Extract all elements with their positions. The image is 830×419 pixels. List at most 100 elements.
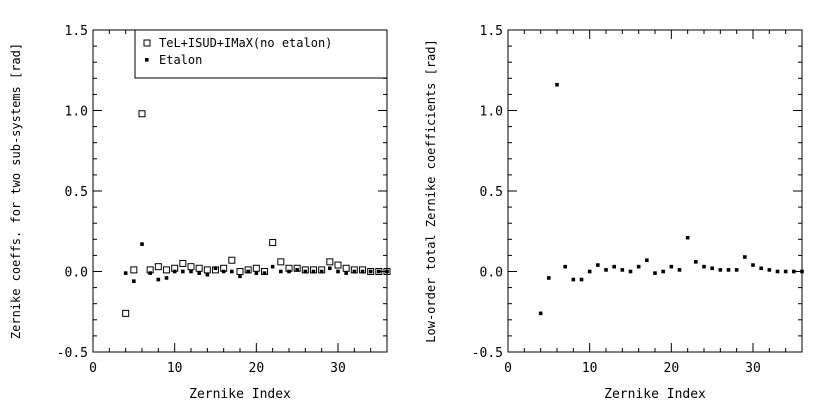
y-tick-label: -0.5: [57, 346, 88, 361]
data-point: [653, 271, 657, 275]
x-tick-label: 20: [664, 361, 680, 376]
data-point: [148, 271, 152, 275]
data-point: [375, 268, 383, 275]
data-point: [269, 239, 277, 247]
data-point: [571, 277, 576, 282]
data-point: [604, 268, 608, 272]
data-point: [726, 268, 731, 272]
data-point: [661, 269, 665, 274]
y-tick-label: 1.0: [480, 105, 503, 120]
y-axis-label: Low-order total Zernike coefficients [ra…: [424, 39, 438, 342]
data-point: [138, 110, 146, 118]
y-tick-label: 1.5: [65, 24, 88, 39]
data-point: [743, 255, 747, 259]
data-point: [230, 269, 234, 274]
data-point: [677, 268, 682, 272]
data-point: [385, 269, 389, 274]
series-2: [123, 242, 389, 283]
data-point: [596, 263, 600, 267]
data-point: [636, 264, 641, 269]
data-point: [328, 266, 332, 271]
legend-marker: [143, 39, 151, 47]
data-point: [303, 269, 308, 274]
data-point: [587, 269, 592, 274]
data-point: [342, 264, 350, 272]
data-point: [383, 268, 391, 275]
x-axis-label: Zernike Index: [189, 387, 291, 402]
data-point: [279, 269, 283, 274]
y-axis-label: Zernike coeffs. for two sub-systems [rad…: [9, 43, 23, 339]
data-point: [775, 269, 780, 274]
data-point: [767, 268, 772, 272]
data-point: [334, 261, 342, 269]
data-point: [702, 264, 706, 269]
data-point: [123, 271, 128, 275]
data-point: [751, 263, 755, 267]
data-point: [189, 269, 193, 274]
data-point: [213, 266, 218, 271]
legend: TeL+ISUD+IMaX(no etalon) Etalon: [134, 29, 388, 79]
data-point: [377, 269, 381, 274]
data-point: [645, 258, 649, 263]
data-point: [326, 258, 334, 266]
data-point: [156, 277, 161, 282]
data-point: [154, 263, 162, 271]
data-point: [172, 269, 177, 274]
data-point: [140, 242, 144, 246]
data-point: [783, 269, 788, 274]
data-point: [628, 269, 633, 274]
x-tick-label: 10: [167, 361, 183, 376]
data-point: [122, 309, 130, 317]
x-tick-label: 20: [249, 361, 265, 376]
x-tick-label: 10: [582, 361, 598, 376]
data-point: [612, 264, 616, 269]
plot-frame: [507, 29, 803, 353]
data-point: [718, 268, 723, 272]
data-point: [368, 269, 373, 274]
data-point: [759, 266, 763, 271]
y-tick-label: 0.0: [480, 266, 503, 281]
data-point: [197, 271, 201, 275]
data-point: [130, 266, 138, 274]
data-point: [205, 272, 210, 277]
data-point: [238, 274, 242, 279]
x-axis-label: Zernike Index: [604, 387, 706, 402]
data-point: [367, 268, 375, 275]
data-point: [195, 264, 203, 272]
data-point: [563, 264, 567, 269]
x-tick-label: 30: [330, 361, 346, 376]
data-point: [360, 269, 365, 274]
data-point: [252, 264, 260, 272]
data-point: [287, 269, 291, 274]
y-tick-label: 0.5: [480, 185, 503, 200]
data-point: [792, 269, 796, 274]
data-point: [221, 269, 226, 274]
data-point: [555, 82, 559, 87]
y-tick-label: 1.0: [65, 105, 88, 120]
data-point: [311, 269, 316, 274]
y-tick-label: 0.0: [65, 266, 88, 281]
data-point: [538, 311, 543, 316]
legend-marker: [145, 58, 149, 62]
data-point: [800, 269, 804, 274]
data-point: [262, 271, 267, 275]
legend-label: Etalon: [159, 53, 202, 67]
x-tick-label: 30: [745, 361, 761, 376]
data-point: [246, 269, 250, 274]
data-point: [270, 264, 275, 269]
data-point: [295, 268, 299, 272]
data-point: [352, 269, 357, 274]
data-point: [179, 259, 187, 267]
data-point: [163, 266, 170, 274]
x-tick-label: 0: [89, 361, 97, 376]
series-1: [538, 82, 804, 316]
legend-box: [134, 29, 388, 79]
y-tick-label: 0.5: [65, 185, 88, 200]
x-tick-label: 0: [504, 361, 512, 376]
data-point: [187, 263, 195, 271]
data-point: [694, 260, 698, 264]
data-point: [669, 264, 674, 269]
data-point: [547, 276, 551, 280]
